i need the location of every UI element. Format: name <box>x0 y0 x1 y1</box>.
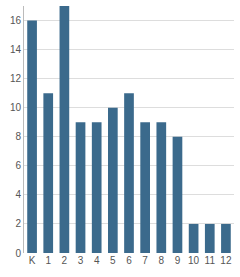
svg-text:12: 12 <box>220 255 232 266</box>
svg-text:2: 2 <box>15 218 21 229</box>
svg-text:10: 10 <box>10 102 22 113</box>
svg-text:2: 2 <box>62 255 68 266</box>
svg-text:6: 6 <box>126 255 132 266</box>
svg-text:K: K <box>29 255 36 266</box>
svg-text:10: 10 <box>188 255 200 266</box>
svg-text:8: 8 <box>15 131 21 142</box>
svg-text:14: 14 <box>10 44 22 55</box>
svg-text:4: 4 <box>94 255 100 266</box>
svg-text:0: 0 <box>15 248 21 259</box>
svg-text:7: 7 <box>142 255 148 266</box>
svg-text:16: 16 <box>10 15 22 26</box>
svg-text:5: 5 <box>110 255 116 266</box>
svg-text:6: 6 <box>15 160 21 171</box>
svg-text:11: 11 <box>205 255 216 266</box>
svg-text:1: 1 <box>45 255 51 266</box>
svg-text:9: 9 <box>175 255 181 266</box>
svg-text:4: 4 <box>15 189 21 200</box>
svg-text:12: 12 <box>10 73 22 84</box>
svg-text:8: 8 <box>159 255 165 266</box>
svg-text:3: 3 <box>78 255 84 266</box>
